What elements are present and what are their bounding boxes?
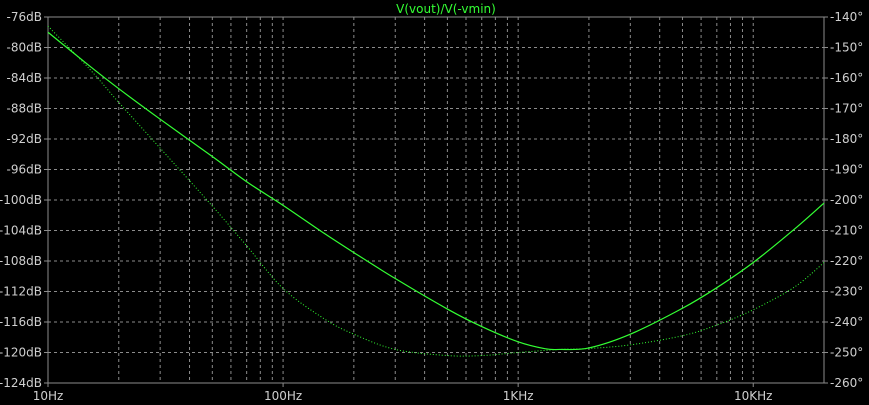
y-right-tick-label: -240° xyxy=(830,315,863,329)
y-right-tick-label: -260° xyxy=(830,376,863,390)
chart-title: V(vout)/V(-vmin) xyxy=(396,2,496,16)
series-group xyxy=(47,25,825,357)
y-right-tick-label: -220° xyxy=(830,254,863,268)
x-tick-label: 1KHz xyxy=(503,389,534,403)
y-left-tick-label: -120dB xyxy=(0,346,42,360)
y-left-tick-label: -124dB xyxy=(0,376,42,390)
x-tick-label: 10KHz xyxy=(734,389,772,403)
x-tick-label: 100Hz xyxy=(264,389,302,403)
y-left-tick-label: -116dB xyxy=(0,315,42,329)
y-left-tick-label: -76dB xyxy=(7,10,42,24)
y-left-tick-label: -92dB xyxy=(7,132,42,146)
y-axis-right: -140° -150° -160° -170° -180° -190° -200° -210°… xyxy=(824,10,863,390)
grid xyxy=(48,17,824,383)
y-right-tick-label: -200° xyxy=(830,193,863,207)
y-left-tick-label: -80dB xyxy=(7,41,42,55)
magnitude-trace xyxy=(47,31,825,351)
y-right-tick-label: -160° xyxy=(830,71,863,85)
y-right-tick-label: -230° xyxy=(830,285,863,299)
y-right-tick-label: -170° xyxy=(830,102,863,116)
y-left-tick-label: -96dB xyxy=(7,163,42,177)
phase-trace xyxy=(47,25,825,357)
y-right-tick-label: -180° xyxy=(830,132,863,146)
y-axis-left: -76dB -80dB -84dB -88dB -92dB -96dB -100dB -104… xyxy=(0,10,48,390)
y-right-tick-label: -190° xyxy=(830,163,863,177)
x-axis: 10Hz 100Hz 1KHz 10KHz xyxy=(33,383,772,403)
y-left-tick-label: -104dB xyxy=(0,224,42,238)
y-right-tick-label: -140° xyxy=(830,10,863,24)
y-left-tick-label: -84dB xyxy=(7,71,42,85)
y-left-tick-label: -100dB xyxy=(0,193,42,207)
x-tick-label: 10Hz xyxy=(33,389,64,403)
y-left-tick-label: -112dB xyxy=(0,285,42,299)
y-right-tick-label: -150° xyxy=(830,41,863,55)
y-left-tick-label: -108dB xyxy=(0,254,42,268)
y-right-tick-label: -250° xyxy=(830,346,863,360)
y-right-tick-label: -210° xyxy=(830,224,863,238)
y-left-tick-label: -88dB xyxy=(7,102,42,116)
